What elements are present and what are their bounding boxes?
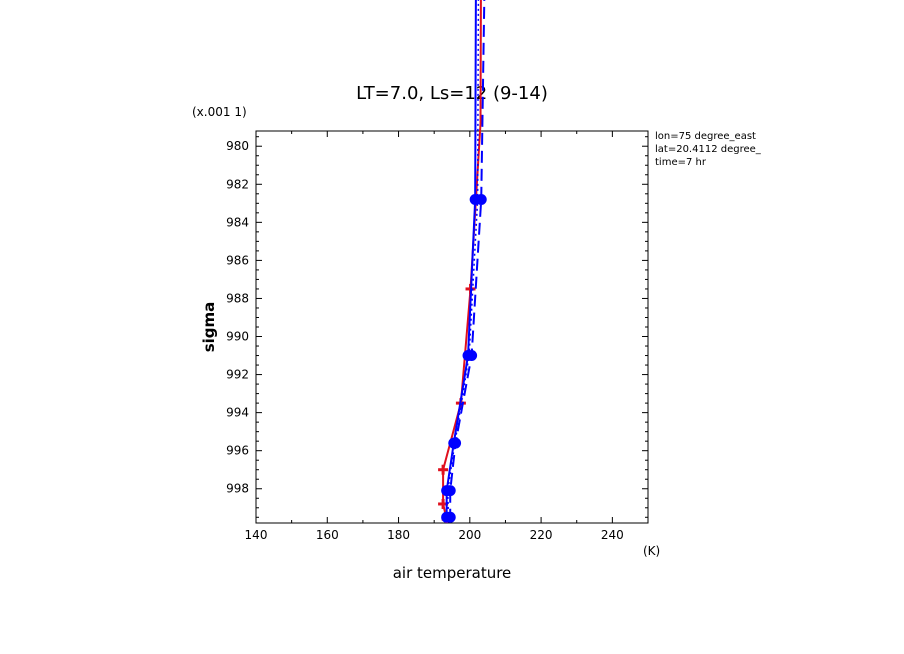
x-axis-unit: (K) <box>643 544 660 558</box>
y-tick-label: 988 <box>226 291 249 305</box>
y-tick-label: 980 <box>226 139 249 153</box>
y-scale-label: (x.001 1) <box>192 105 247 119</box>
x-tick-label: 240 <box>601 528 624 542</box>
info-line: lon=75 degree_east <box>655 131 756 142</box>
chart-title: LT=7.0, Ls=12 (9-14) <box>356 83 548 104</box>
info-line: time=7 hr <box>655 157 707 168</box>
y-tick-label: 998 <box>226 482 249 496</box>
info-line: lat=20.4112 degree_ <box>655 144 762 155</box>
x-tick-label: 160 <box>316 528 339 542</box>
series-line <box>446 0 480 518</box>
data-point <box>444 485 456 497</box>
x-axis-label: air temperature <box>393 564 512 582</box>
y-tick-label: 992 <box>226 368 249 382</box>
y-tick-label: 990 <box>226 330 249 344</box>
x-tick-label: 140 <box>245 528 268 542</box>
data-point <box>466 350 478 362</box>
y-tick-label: 986 <box>226 253 249 267</box>
data-point <box>475 194 487 206</box>
y-tick-label: 982 <box>226 177 249 191</box>
series-2 <box>441 0 481 523</box>
info-box: lon=75 degree_east lat=20.4112 degree_ t… <box>655 131 762 168</box>
series-4 <box>446 0 480 518</box>
data-point <box>444 511 456 523</box>
y-tick-label: 994 <box>226 406 249 420</box>
y-axis-label: sigma <box>200 302 218 353</box>
x-tick-label: 180 <box>387 528 410 542</box>
y-tick-label: 996 <box>226 444 249 458</box>
data-point <box>438 464 449 475</box>
y-tick-label: 984 <box>226 215 249 229</box>
x-tick-label: 220 <box>530 528 553 542</box>
x-tick-label: 200 <box>458 528 481 542</box>
